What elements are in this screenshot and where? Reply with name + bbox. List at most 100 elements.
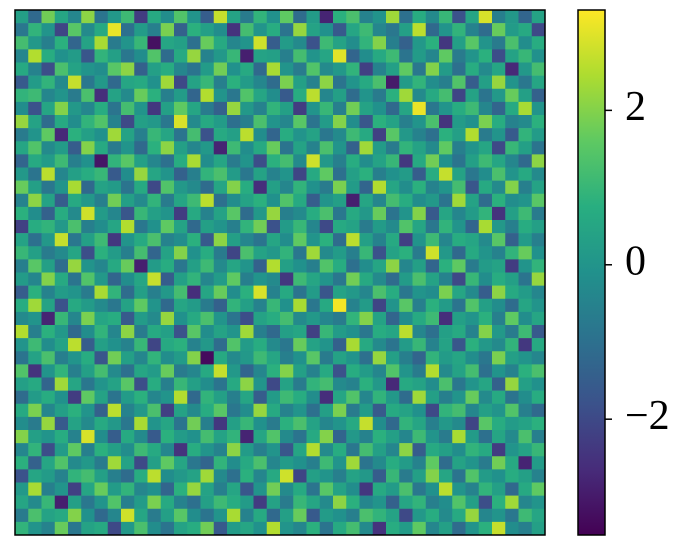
cell: [518, 298, 533, 313]
cell: [227, 390, 241, 405]
cell: [81, 364, 95, 378]
cell: [399, 49, 413, 63]
cell: [306, 364, 321, 378]
cell: [15, 49, 29, 63]
cell: [240, 390, 254, 405]
cell: [465, 259, 480, 273]
cell: [518, 101, 533, 116]
cell: [293, 23, 307, 37]
cell: [240, 141, 254, 155]
cell: [107, 482, 122, 496]
cell: [505, 285, 519, 300]
cell: [227, 325, 241, 339]
cell: [531, 233, 546, 247]
cell: [227, 23, 241, 37]
cell: [266, 75, 281, 90]
cell: [346, 285, 360, 300]
cell: [280, 141, 294, 155]
cell: [41, 233, 56, 247]
cell: [200, 521, 215, 536]
cell: [306, 285, 321, 300]
cell: [399, 180, 413, 195]
cell: [399, 115, 413, 129]
cell: [346, 49, 360, 63]
cell: [107, 259, 122, 273]
cell: [134, 430, 148, 444]
cell: [94, 62, 109, 76]
cell: [412, 285, 427, 300]
cell: [213, 115, 228, 129]
cell: [174, 220, 188, 234]
cell: [240, 259, 254, 273]
cell: [492, 62, 506, 76]
cell: [492, 364, 506, 378]
cell: [531, 325, 546, 339]
cell: [439, 167, 453, 181]
cell: [319, 259, 334, 273]
cell: [134, 246, 148, 260]
cell: [28, 141, 42, 155]
cell: [147, 220, 162, 234]
cell: [425, 115, 440, 129]
cell: [54, 101, 69, 116]
cell: [15, 167, 29, 181]
cell: [531, 298, 546, 313]
cell: [200, 154, 215, 168]
cell: [54, 128, 69, 142]
cell: [134, 456, 148, 470]
cell: [174, 88, 188, 103]
cell: [227, 193, 241, 208]
cell: [386, 443, 400, 457]
cell: [28, 88, 42, 103]
cell: [41, 456, 56, 470]
cell: [266, 508, 281, 523]
cell: [333, 495, 347, 510]
cell: [213, 180, 228, 195]
cell: [54, 75, 69, 90]
cell: [518, 36, 533, 50]
cell: [293, 88, 307, 103]
cell: [386, 508, 400, 523]
cell: [518, 495, 533, 510]
cell: [372, 508, 387, 523]
cell: [107, 508, 122, 523]
cell: [253, 311, 268, 326]
cell: [478, 521, 493, 536]
cell: [200, 49, 215, 63]
cell: [227, 128, 241, 142]
cell: [147, 390, 162, 405]
cell: [266, 220, 281, 234]
cell: [160, 10, 175, 24]
cell: [531, 285, 546, 300]
cell: [412, 128, 427, 142]
cell: [492, 272, 506, 286]
cell: [253, 62, 268, 76]
cell: [28, 403, 42, 418]
cell: [333, 508, 347, 523]
cell: [266, 495, 281, 510]
cell: [41, 272, 56, 286]
cell: [425, 272, 440, 286]
cell: [54, 10, 69, 24]
cell: [452, 351, 466, 365]
cell: [187, 285, 201, 300]
cell: [240, 430, 254, 444]
cell: [386, 259, 400, 273]
cell: [174, 128, 188, 142]
cell: [280, 338, 294, 352]
cell: [346, 521, 360, 536]
cell: [333, 141, 347, 155]
cell: [266, 272, 281, 286]
cell: [319, 390, 334, 405]
cell: [266, 167, 281, 181]
cell: [81, 10, 95, 24]
cell: [412, 23, 427, 37]
cell: [359, 521, 374, 536]
cell: [293, 364, 307, 378]
colorbar-tick-label: 2: [625, 84, 646, 130]
cell: [68, 115, 82, 129]
cell: [492, 482, 506, 496]
cell: [531, 49, 546, 63]
cell: [121, 364, 135, 378]
cell: [333, 233, 347, 247]
